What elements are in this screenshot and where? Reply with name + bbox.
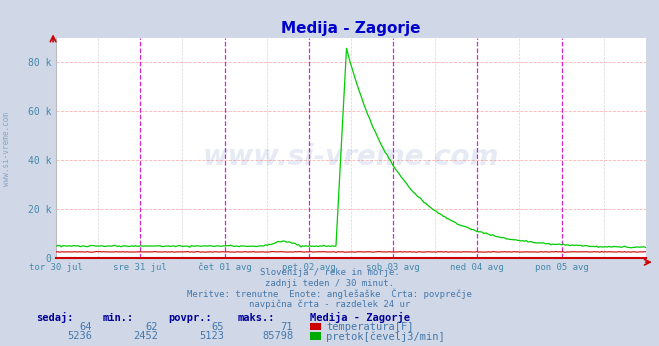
Text: zadnji teden / 30 minut.: zadnji teden / 30 minut. xyxy=(265,279,394,288)
Text: 5123: 5123 xyxy=(199,331,224,341)
Text: 62: 62 xyxy=(146,322,158,332)
Text: maks.:: maks.: xyxy=(237,313,275,322)
Text: Medija - Zagorje: Medija - Zagorje xyxy=(310,312,410,323)
Text: min.:: min.: xyxy=(102,313,133,322)
Text: 71: 71 xyxy=(281,322,293,332)
Title: Medija - Zagorje: Medija - Zagorje xyxy=(281,20,420,36)
Text: Slovenija / reke in morje.: Slovenija / reke in morje. xyxy=(260,268,399,277)
Text: 85798: 85798 xyxy=(262,331,293,341)
Text: 64: 64 xyxy=(80,322,92,332)
Text: 2452: 2452 xyxy=(133,331,158,341)
Text: www.si-vreme.com: www.si-vreme.com xyxy=(203,143,499,171)
Text: povpr.:: povpr.: xyxy=(168,313,212,322)
Text: www.si-vreme.com: www.si-vreme.com xyxy=(2,112,11,186)
Text: navpična črta - razdelek 24 ur: navpična črta - razdelek 24 ur xyxy=(249,299,410,309)
Text: 5236: 5236 xyxy=(67,331,92,341)
Text: Meritve: trenutne  Enote: anglešaške  Črta: povprečje: Meritve: trenutne Enote: anglešaške Črta… xyxy=(187,289,472,299)
Text: 65: 65 xyxy=(212,322,224,332)
Text: temperatura[F]: temperatura[F] xyxy=(326,322,414,332)
Text: sedaj:: sedaj: xyxy=(36,312,74,323)
Text: pretok[čevelj3/min]: pretok[čevelj3/min] xyxy=(326,331,445,342)
